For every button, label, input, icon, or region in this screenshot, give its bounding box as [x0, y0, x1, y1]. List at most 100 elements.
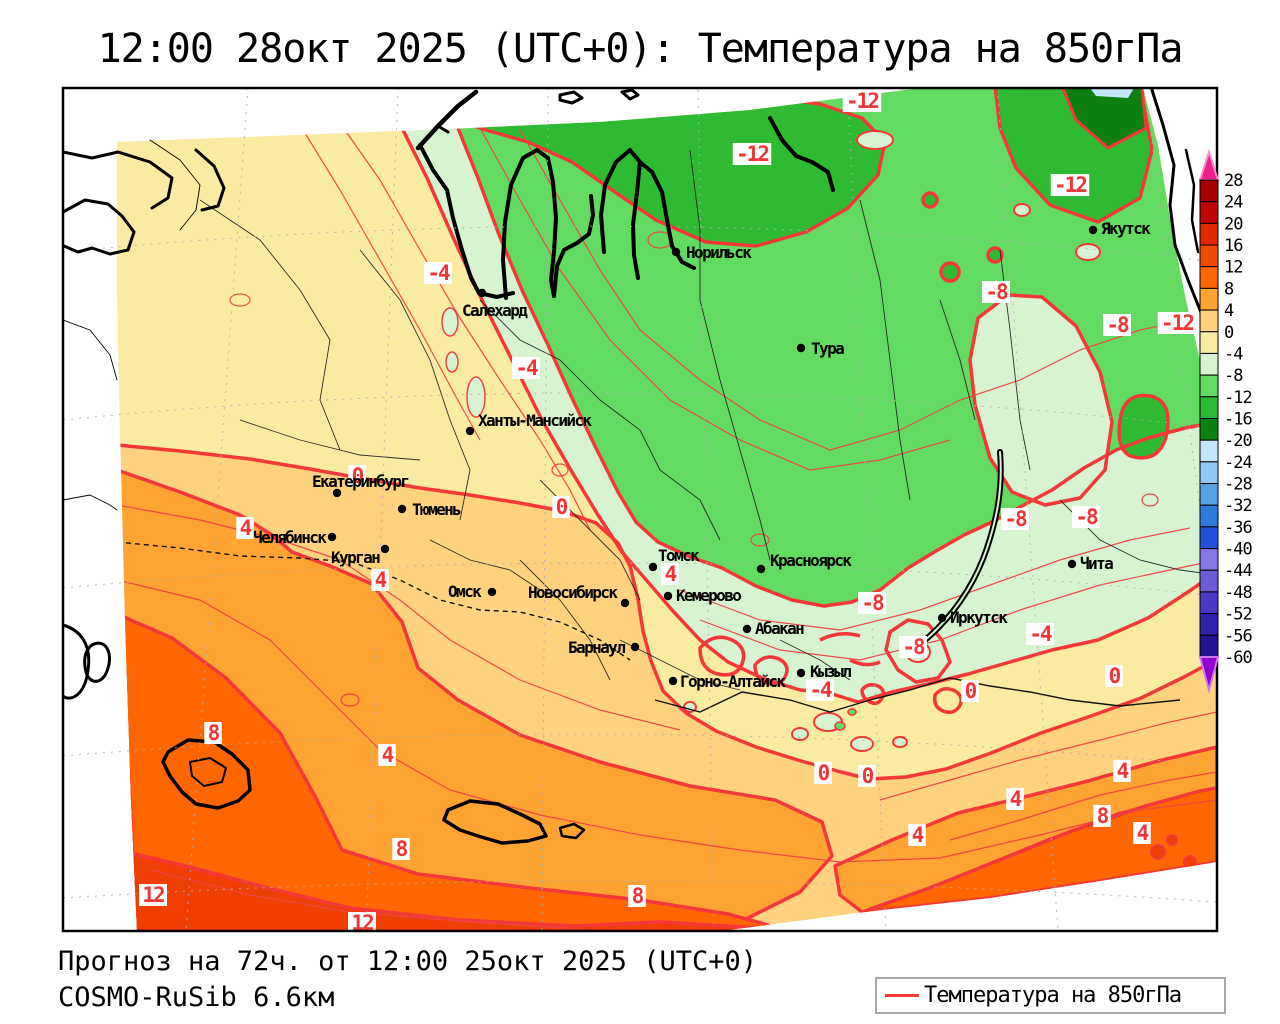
colorbar-tick-label: -60: [1224, 648, 1252, 668]
page-title: 12:00 28окт 2025 (UTC+0): Температура на…: [97, 26, 1184, 72]
city-label: Челябинск: [253, 528, 327, 547]
contour-label-box: [1113, 760, 1131, 782]
contour-label: 4: [1117, 759, 1129, 783]
contour-label: -8: [1004, 507, 1027, 531]
colorbar: 2824201612840-4-8-12-16-20-24-28-32-36-4…: [1198, 148, 1253, 694]
city-marker: [742, 624, 752, 634]
city-marker: [380, 544, 390, 554]
city-label: Красноярск: [770, 551, 852, 570]
forecast-info: Прогноз на 72ч. от 12:00 25окт 2025 (UTC…: [58, 946, 757, 977]
city-label: Курган: [331, 548, 380, 567]
contour-label-box: [732, 143, 772, 165]
contour-label: 8: [1097, 804, 1109, 828]
contour-label: 0: [352, 464, 364, 488]
colorbar-cell: [1199, 222, 1219, 246]
contour-label-box: [1026, 623, 1054, 645]
city-label: Тура: [811, 339, 844, 358]
map-frame-content: [63, 88, 1217, 931]
city-marker: [1088, 225, 1098, 235]
contour-label: 4: [912, 823, 924, 847]
contour-label: -4: [1029, 622, 1052, 646]
city-marker: [487, 587, 497, 597]
colorbar-cell: [1199, 613, 1219, 636]
colorbar-tick-label: 8: [1224, 279, 1234, 299]
graticule: [63, 88, 1217, 931]
colorbar-cell: [1199, 591, 1219, 615]
contour-label: -4: [427, 261, 450, 285]
contour-labels: -12 -12 -12 -12 -8 -8 -8 -8 -8 -8 -4 -4 -4 -4 0 0 0 0 0 0 4 4…: [139, 89, 1197, 935]
colorbar-cell: [1199, 569, 1219, 593]
contour-label-box: [982, 281, 1010, 303]
contour-label-box: [1006, 788, 1024, 810]
contour-label-box: [858, 765, 876, 787]
contour-label: -4: [515, 356, 538, 380]
contour-label-box: [424, 262, 452, 284]
city-marker: [796, 668, 806, 678]
colorbar-tick-label: 16: [1224, 236, 1243, 256]
contour-label: -8: [1075, 505, 1098, 529]
city-label: Якутск: [1101, 219, 1151, 238]
colorbar-tick-label: -4: [1224, 344, 1243, 364]
contour-label-box: [961, 680, 979, 702]
city-label: Иркутск: [950, 608, 1008, 627]
city-marker: [332, 488, 342, 498]
contour-label-box: [899, 636, 927, 658]
contour-label-box: [348, 912, 376, 934]
contour-label: 4: [240, 516, 252, 540]
colorbar-cell: [1199, 352, 1219, 376]
city-marker: [477, 288, 487, 298]
legend-box: Температура на 850гПа: [875, 977, 1226, 1014]
colorbar-cell: [1199, 417, 1219, 441]
contour-label-box: [1105, 665, 1123, 687]
city-marker: [937, 613, 947, 623]
colorbar-tick-label: -16: [1224, 409, 1252, 429]
contour-label: -8: [1106, 313, 1129, 337]
city-label: Кемерово: [676, 586, 741, 605]
colorbar-under-triangle: [1198, 655, 1220, 694]
colorbar-cell: [1199, 504, 1219, 528]
contour-label-box: [392, 838, 410, 860]
contour-label: -8: [902, 635, 925, 659]
city-markers: Норильск Салехард Тура Ханты-Мансийск Екатер…: [253, 219, 1153, 691]
city-label: Новосибирск: [528, 583, 618, 602]
city-label: Барнаул: [568, 638, 625, 657]
colorbar-tick-label: 0: [1224, 323, 1234, 343]
colorbar-cell: [1199, 483, 1219, 506]
city-label: Екатеринбург: [312, 472, 408, 491]
contour-label: 4: [375, 568, 387, 592]
colorbar-tick-label: -48: [1224, 583, 1252, 603]
city-marker: [630, 642, 640, 652]
city-marker: [668, 676, 678, 686]
contour-label: 4: [1137, 821, 1149, 845]
contour-label-box: [348, 465, 366, 487]
contour-label-box: [1072, 506, 1100, 528]
coastlines: [63, 88, 1212, 700]
colorbar-cell: [1199, 526, 1219, 550]
contour-label: 12: [142, 883, 164, 907]
contour-label: 8: [396, 837, 408, 861]
colorbar-tick-label: 20: [1224, 214, 1243, 234]
city-marker: [1067, 559, 1077, 569]
colorbar-tick-label: -40: [1224, 540, 1252, 560]
contour-label-box: [1001, 508, 1029, 530]
city-label: Абакан: [755, 619, 804, 638]
colorbar-cell: [1199, 244, 1219, 268]
contour-label: 4: [1010, 787, 1022, 811]
contour-label: -8: [985, 280, 1008, 304]
contour-label-box: [628, 885, 646, 907]
colorbar-tick-label: -28: [1224, 475, 1252, 495]
contour-label-box: [512, 357, 540, 379]
contour-label-box: [858, 592, 886, 614]
model-info: COSMO-RuSib 6.6км: [58, 982, 335, 1013]
contour-label: 4: [382, 743, 394, 767]
temperature-field: [117, 88, 1217, 931]
contour-label: -12: [1054, 173, 1086, 197]
contour-label-box: [139, 884, 167, 906]
colorbar-tick-label: -56: [1224, 626, 1252, 646]
contour-label: 0: [556, 495, 568, 519]
city-label: Чита: [1080, 554, 1113, 573]
city-marker: [620, 598, 630, 608]
contour-label-box: [204, 722, 222, 744]
contour-label-box: [552, 496, 570, 518]
